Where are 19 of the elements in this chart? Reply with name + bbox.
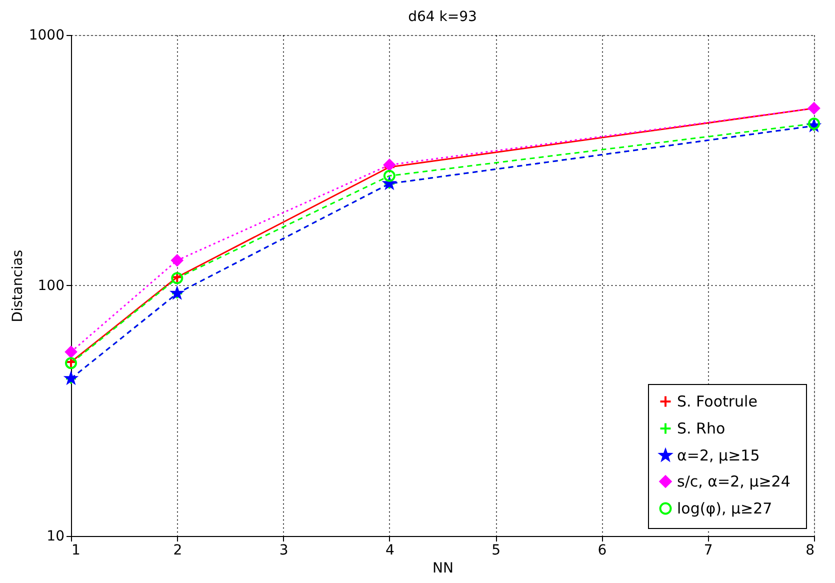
legend-label: S. Rho <box>677 420 726 438</box>
x-axis-title: NN <box>432 560 454 576</box>
legend-label: log(φ), μ≥27 <box>677 500 772 518</box>
x-tick-label: 7 <box>704 542 713 558</box>
x-tick-label: 5 <box>492 542 501 558</box>
y-tick-label: 100 <box>38 278 64 294</box>
x-tick-label: 4 <box>385 542 394 558</box>
legend-label: S. Footrule <box>677 392 758 410</box>
legend-label: s/c, α=2, μ≥24 <box>677 472 790 490</box>
y-axis-title: Distancias <box>10 250 26 322</box>
x-tick-label: 1 <box>72 542 80 558</box>
x-tick-label: 6 <box>598 542 607 558</box>
x-tick-label: 3 <box>279 542 288 558</box>
y-tick-label: 10 <box>46 528 64 544</box>
legend-label: α=2, μ≥15 <box>677 446 760 464</box>
x-tick-label: 2 <box>173 542 182 558</box>
chart-title: d64 k=93 <box>408 9 477 25</box>
x-tick-label: 8 <box>806 542 814 558</box>
y-tick-label: 1000 <box>28 28 64 44</box>
